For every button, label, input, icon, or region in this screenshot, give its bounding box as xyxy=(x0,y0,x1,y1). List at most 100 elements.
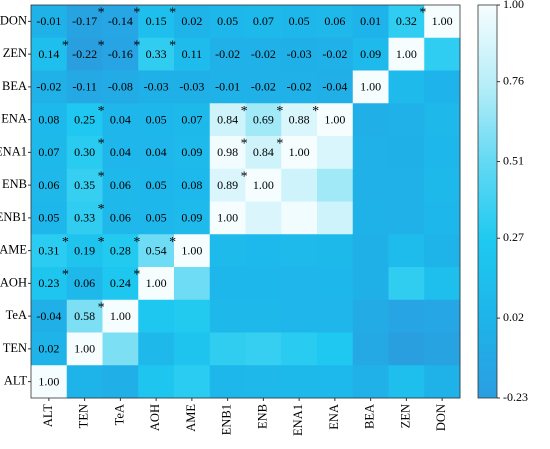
heatmap-cell xyxy=(317,365,354,399)
significance-marker: * xyxy=(98,235,105,250)
colorbar-tick-label: 0.27 xyxy=(503,230,524,244)
heatmap-cell xyxy=(138,37,175,71)
cell-label: 0.09 xyxy=(360,47,381,61)
heatmap-cell xyxy=(66,37,103,71)
heatmap-cell xyxy=(388,70,425,104)
cell-label: 0.33 xyxy=(74,211,95,225)
cell-label: 0.06 xyxy=(74,276,95,290)
heatmap-cell xyxy=(102,201,139,235)
heatmap-cell xyxy=(209,332,246,366)
heatmap-cell xyxy=(424,267,461,301)
cell-label: -0.02 xyxy=(322,47,347,61)
heatmap-cell xyxy=(209,5,246,39)
row-label: ENB1 xyxy=(0,210,27,224)
cell-label: 0.07 xyxy=(38,145,59,159)
cell-label: -0.02 xyxy=(251,47,276,61)
heatmap-cell xyxy=(388,37,425,71)
heatmap-cell xyxy=(31,365,68,399)
cell-label: 0.89 xyxy=(217,178,238,192)
heatmap-cell xyxy=(102,37,139,71)
cell-label: 0.04 xyxy=(146,145,167,159)
cell-label: 0.04 xyxy=(110,145,131,159)
heatmap-cell xyxy=(388,332,425,366)
cell-label: 0.06 xyxy=(324,14,345,28)
cell-label: 1.00 xyxy=(360,80,381,94)
heatmap-cell xyxy=(209,37,246,71)
heatmap-cell xyxy=(317,332,354,366)
heatmap-cell xyxy=(281,365,318,399)
heatmap-cell xyxy=(66,267,103,301)
heatmap-cell xyxy=(66,168,103,202)
cell-label: -0.14 xyxy=(108,14,133,28)
heatmap-cell xyxy=(102,299,139,333)
heatmap-cell xyxy=(317,168,354,202)
row-label: TEN xyxy=(3,341,27,355)
heatmap-cell xyxy=(245,103,282,137)
heatmap-cell xyxy=(352,136,389,170)
column-label: ENA xyxy=(327,404,341,430)
cell-label: 0.07 xyxy=(253,14,274,28)
heatmap-cell xyxy=(138,365,175,399)
heatmap-cell xyxy=(138,234,175,268)
cell-label: 1.00 xyxy=(253,178,274,192)
heatmap-cell xyxy=(209,365,246,399)
heatmap-cell xyxy=(174,332,211,366)
heatmap-cell xyxy=(209,299,246,333)
cell-label: 0.30 xyxy=(74,145,95,159)
cell-label: 0.02 xyxy=(38,342,59,356)
cell-label: -0.02 xyxy=(36,80,61,94)
cell-label: 0.84 xyxy=(217,112,238,126)
column-label: ENB1 xyxy=(220,404,234,435)
heatmap-cell xyxy=(424,299,461,333)
cell-label: 1.00 xyxy=(324,112,345,126)
cell-label: -0.17 xyxy=(72,14,97,28)
row-label: TeA xyxy=(6,308,27,322)
heatmap-cell xyxy=(388,365,425,399)
heatmap-cell xyxy=(102,332,139,366)
heatmap-cell xyxy=(424,103,461,137)
heatmap-cell xyxy=(102,234,139,268)
heatmap-cell xyxy=(245,332,282,366)
heatmap-cell xyxy=(317,70,354,104)
heatmap-cell xyxy=(388,168,425,202)
heatmap-cell xyxy=(352,234,389,268)
cell-label: 0.98 xyxy=(217,145,238,159)
heatmap-cell xyxy=(352,103,389,137)
heatmap-cell xyxy=(102,103,139,137)
heatmap-cell xyxy=(245,168,282,202)
cell-label: 0.35 xyxy=(74,178,95,192)
significance-marker: * xyxy=(62,38,69,53)
significance-marker: * xyxy=(98,104,105,119)
cell-label: 0.05 xyxy=(146,178,167,192)
cell-label: -0.03 xyxy=(179,80,204,94)
heatmap-cell xyxy=(352,267,389,301)
cell-label: 0.14 xyxy=(38,47,59,61)
heatmap-cell xyxy=(317,234,354,268)
row-label: ALT xyxy=(4,374,28,388)
heatmap-cell xyxy=(138,103,175,137)
significance-marker: * xyxy=(98,202,105,217)
heatmap-cell xyxy=(424,37,461,71)
heatmap-cell xyxy=(281,5,318,39)
heatmap-cell xyxy=(352,201,389,235)
heatmap-cell xyxy=(245,234,282,268)
heatmap-cell xyxy=(31,332,68,366)
cell-label: 0.05 xyxy=(146,112,167,126)
heatmap-cell xyxy=(388,136,425,170)
cell-label: 1.00 xyxy=(396,47,417,61)
significance-marker: * xyxy=(98,300,105,315)
heatmap-cell xyxy=(66,365,103,399)
heatmap-cell xyxy=(66,299,103,333)
cell-label: 1.00 xyxy=(110,309,131,323)
heatmap-cell xyxy=(424,168,461,202)
significance-marker: * xyxy=(98,169,105,184)
heatmap-cell xyxy=(245,299,282,333)
cell-label: -0.02 xyxy=(251,80,276,94)
cell-label: 0.05 xyxy=(289,14,310,28)
heatmap-cell xyxy=(281,70,318,104)
heatmap-cell xyxy=(281,267,318,301)
heatmap-cell xyxy=(281,332,318,366)
heatmap-cell xyxy=(174,267,211,301)
cell-label: -0.04 xyxy=(322,80,347,94)
heatmap-cell xyxy=(424,5,461,39)
